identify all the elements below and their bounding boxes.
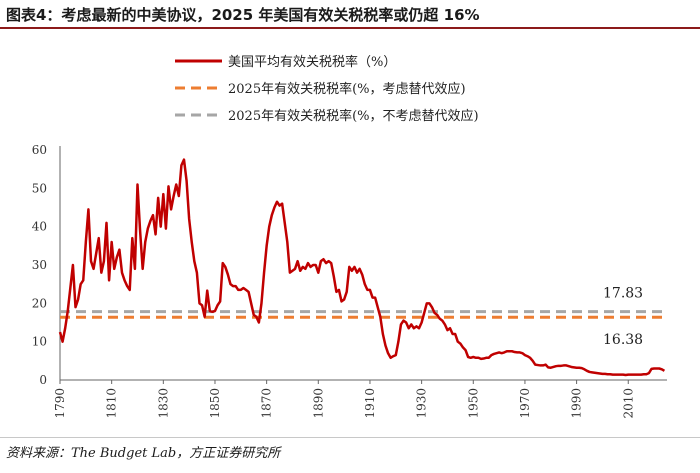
x-tick-label: 1910 xyxy=(363,388,377,419)
y-tick-label: 30 xyxy=(32,258,47,272)
source-note: 资料来源：The Budget Lab，方正证券研究所 xyxy=(6,446,281,461)
x-tick-label: 1970 xyxy=(518,388,532,419)
value-label: 16.38 xyxy=(603,332,643,348)
x-tick-label: 1790 xyxy=(53,388,67,419)
x-tick-label: 1830 xyxy=(156,388,170,419)
axes: 0 10 20 30 40 50 60 1790 1810 1830 1850 1870 1890 191… xyxy=(32,143,667,419)
x-tick-label: 1990 xyxy=(570,388,584,419)
chart-title: 图表4：考虑最新的中美协议，2025 年美国有效关税税率或仍超 16% xyxy=(6,6,480,24)
legend-label: 2025年有效关税税率(%，考虑替代效应) xyxy=(228,81,466,97)
value-label: 17.83 xyxy=(603,286,643,302)
series-line-1 xyxy=(58,158,666,377)
x-tick-label: 1870 xyxy=(260,388,274,419)
x-tick-label: 1950 xyxy=(466,388,480,419)
y-tick-label: 10 xyxy=(32,335,47,349)
source-divider xyxy=(0,437,700,438)
legend-label: 2025年有效关税税率(%，不考虑替代效应) xyxy=(228,108,479,124)
x-tick-label: 1810 xyxy=(105,388,119,419)
y-tick-label: 50 xyxy=(32,181,47,195)
title-divider xyxy=(0,27,700,29)
y-tick-label: 0 xyxy=(39,373,47,387)
y-tick-label: 40 xyxy=(32,220,47,234)
y-tick-label: 60 xyxy=(32,143,47,157)
series-layer: 16.38 17.83 xyxy=(58,158,667,377)
y-tick-label: 20 xyxy=(32,296,47,310)
x-tick-label: 1890 xyxy=(311,388,325,419)
legend: 美国平均有效关税税率（%） 2025年有效关税税率(%，考虑替代效应) 2025年有… xyxy=(175,54,479,124)
legend-label: 美国平均有效关税税率（%） xyxy=(228,54,396,70)
x-tick-label: 1850 xyxy=(208,388,222,419)
x-tick-label: 2010 xyxy=(621,388,635,419)
x-tick-label: 1930 xyxy=(415,388,429,419)
